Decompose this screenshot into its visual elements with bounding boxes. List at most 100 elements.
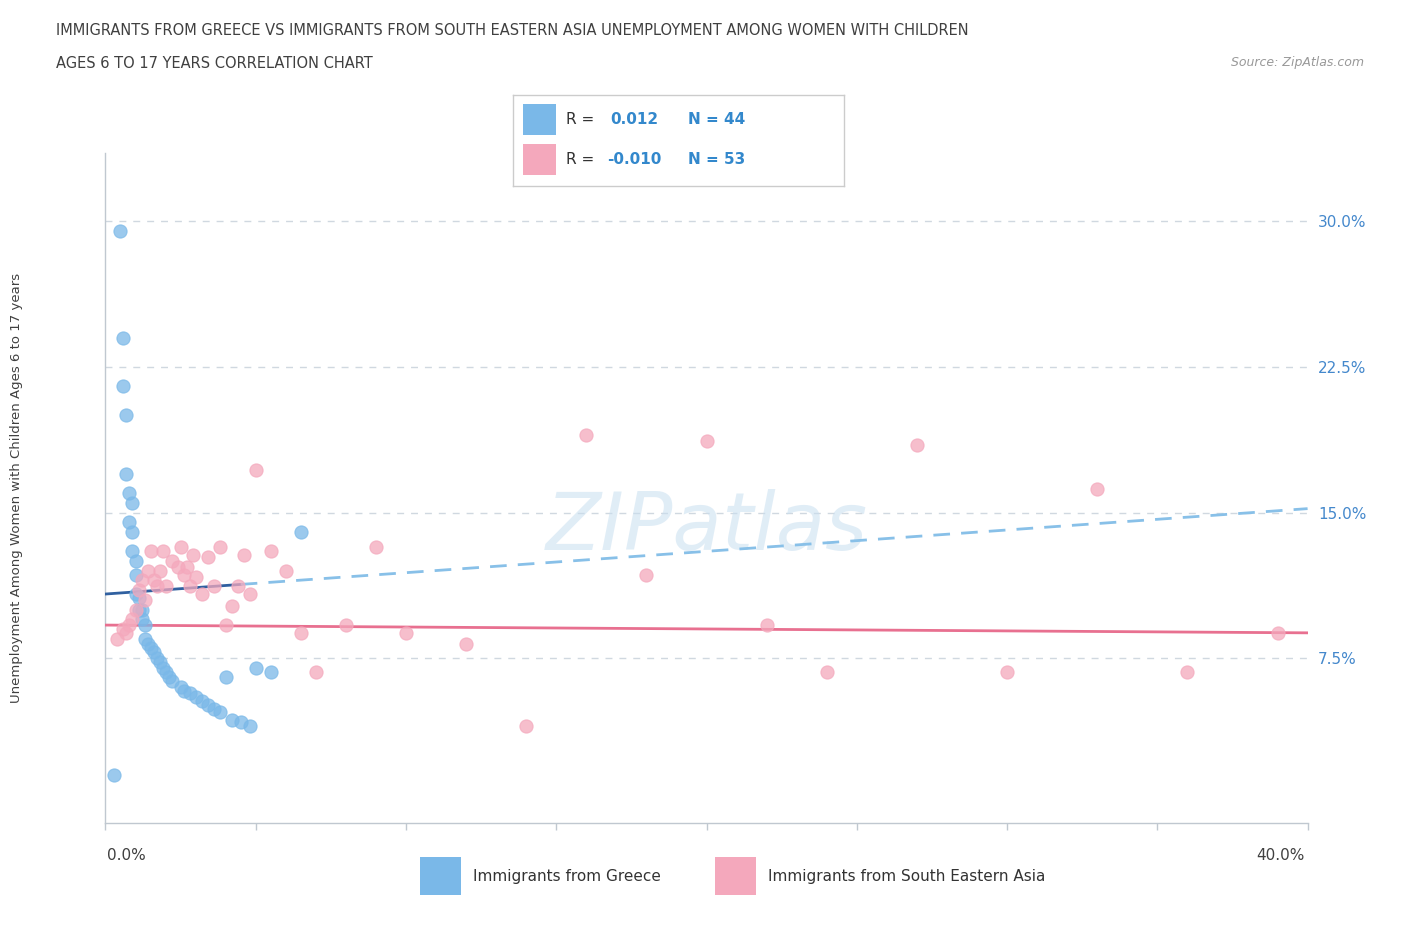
Point	[139, 544, 162, 559]
Point	[169, 540, 191, 555]
Point	[155, 664, 177, 679]
Bar	[419, 857, 461, 896]
Point	[145, 578, 167, 593]
Bar	[714, 857, 756, 896]
Point	[229, 714, 252, 729]
Point	[134, 631, 156, 646]
Text: ZIPatlas: ZIPatlas	[546, 489, 868, 567]
Point	[121, 544, 143, 559]
Point	[181, 548, 204, 563]
Point	[226, 578, 249, 593]
Text: AGES 6 TO 17 YEARS CORRELATION CHART: AGES 6 TO 17 YEARS CORRELATION CHART	[56, 56, 373, 71]
Point	[454, 637, 477, 652]
Point	[136, 564, 159, 578]
Point	[148, 564, 170, 578]
Point	[124, 587, 146, 602]
Point	[152, 660, 174, 675]
Point	[131, 573, 153, 588]
Point	[121, 525, 143, 539]
Point	[197, 550, 219, 565]
Point	[1175, 664, 1198, 679]
Point	[131, 602, 153, 617]
Point	[118, 485, 141, 500]
Point	[148, 655, 170, 670]
Point	[160, 553, 183, 568]
Text: R =: R =	[567, 153, 599, 167]
Point	[260, 664, 283, 679]
Point	[190, 587, 212, 602]
Point	[115, 408, 138, 423]
Point	[115, 466, 138, 481]
Text: R =: R =	[567, 112, 599, 127]
Point	[160, 674, 183, 689]
Point	[142, 644, 165, 659]
Point	[152, 544, 174, 559]
Point	[112, 330, 135, 345]
Point	[905, 437, 928, 452]
Point	[184, 689, 207, 704]
Point	[364, 540, 387, 555]
Point	[335, 618, 357, 632]
Point	[221, 712, 243, 727]
Point	[208, 705, 231, 720]
Point	[176, 560, 198, 575]
Point	[197, 698, 219, 712]
Point	[169, 680, 191, 695]
Point	[173, 684, 195, 698]
Point	[121, 496, 143, 511]
Point	[166, 560, 188, 575]
Point	[139, 641, 162, 656]
Point	[173, 567, 195, 582]
Text: -0.010: -0.010	[607, 153, 662, 167]
Text: Immigrants from South Eastern Asia: Immigrants from South Eastern Asia	[768, 869, 1045, 883]
Point	[184, 569, 207, 584]
Point	[128, 591, 150, 605]
Point	[134, 618, 156, 632]
Point	[190, 694, 212, 709]
Point	[239, 719, 262, 734]
Text: Source: ZipAtlas.com: Source: ZipAtlas.com	[1230, 56, 1364, 69]
Point	[1085, 482, 1108, 497]
Point	[232, 548, 254, 563]
Point	[179, 685, 201, 700]
Point	[128, 602, 150, 617]
Point	[142, 573, 165, 588]
Point	[239, 587, 262, 602]
Point	[214, 670, 236, 684]
Point	[115, 625, 138, 640]
Point	[107, 631, 129, 646]
Point	[290, 525, 312, 539]
Point	[136, 637, 159, 652]
Point	[124, 553, 146, 568]
Point	[696, 433, 718, 448]
Point	[155, 578, 177, 593]
Text: 40.0%: 40.0%	[1257, 848, 1305, 863]
Point	[214, 618, 236, 632]
Point	[245, 462, 267, 477]
Point	[112, 621, 135, 636]
Bar	[523, 144, 557, 175]
Point	[221, 598, 243, 613]
Point	[305, 664, 328, 679]
Point	[245, 660, 267, 675]
Text: IMMIGRANTS FROM GREECE VS IMMIGRANTS FROM SOUTH EASTERN ASIA UNEMPLOYMENT AMONG : IMMIGRANTS FROM GREECE VS IMMIGRANTS FRO…	[56, 23, 969, 38]
Point	[260, 544, 283, 559]
Text: N = 44: N = 44	[689, 112, 745, 127]
Point	[131, 612, 153, 627]
Point	[118, 515, 141, 530]
Point	[118, 618, 141, 632]
Point	[128, 583, 150, 598]
Point	[124, 602, 146, 617]
Text: Unemployment Among Women with Children Ages 6 to 17 years: Unemployment Among Women with Children A…	[10, 273, 24, 703]
Point	[274, 564, 297, 578]
Bar	[523, 104, 557, 135]
Point	[202, 578, 225, 593]
Text: Immigrants from Greece: Immigrants from Greece	[472, 869, 661, 883]
Point	[145, 651, 167, 666]
Point	[575, 428, 598, 443]
Point	[202, 701, 225, 716]
Point	[815, 664, 838, 679]
Point	[157, 670, 180, 684]
Text: 0.0%: 0.0%	[107, 848, 146, 863]
Point	[755, 618, 778, 632]
